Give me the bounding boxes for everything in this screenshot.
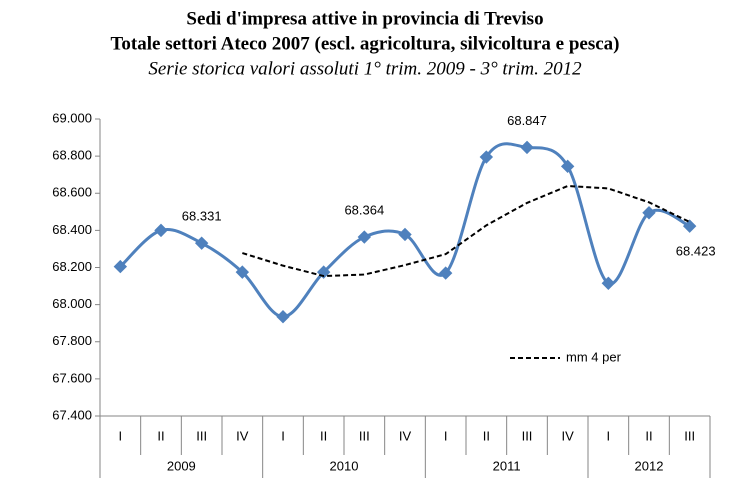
data-point (682, 219, 697, 233)
data-point (357, 230, 372, 244)
data-point (316, 265, 331, 279)
data-point (235, 265, 250, 279)
year-label: 2009 (167, 458, 196, 473)
x-tick-label: II (483, 428, 490, 443)
y-tick-label: 68.600 (52, 185, 92, 200)
x-tick-label: III (359, 428, 370, 443)
y-tick-label: 68.800 (52, 148, 92, 163)
chart-subtitle: Serie storica valori assoluti 1° trim. 2… (148, 58, 582, 79)
x-tick-label: IV (236, 428, 249, 443)
data-point (479, 150, 494, 164)
y-tick-label: 68.000 (52, 296, 92, 311)
data-point (438, 266, 453, 280)
legend-label: mm 4 per (566, 349, 622, 364)
data-point (601, 276, 616, 290)
data-point (642, 206, 656, 220)
x-tick-label: I (607, 428, 611, 443)
x-tick-label: III (522, 428, 533, 443)
y-tick-label: 67.800 (52, 333, 92, 348)
y-tick-label: 68.400 (52, 222, 92, 237)
x-tick-label: IV (562, 428, 575, 443)
chart-title-2: Totale settori Ateco 2007 (escl. agricol… (110, 33, 619, 54)
x-tick-label: I (281, 428, 285, 443)
data-point (154, 223, 168, 238)
year-label: 2011 (493, 458, 521, 473)
year-label: 2012 (635, 458, 664, 473)
year-label: 2010 (330, 458, 359, 473)
series-line (119, 142, 691, 319)
data-point (194, 236, 209, 250)
x-tick-label: II (157, 428, 164, 443)
data-label: 68.423 (676, 244, 716, 259)
y-tick-label: 67.600 (52, 370, 92, 385)
x-tick-label: I (119, 428, 123, 443)
data-point (113, 259, 128, 274)
data-point (520, 140, 534, 155)
data-label: 68.364 (344, 202, 384, 217)
x-tick-label: IV (399, 428, 412, 443)
series-line (242, 184, 691, 278)
data-label: 68.847 (507, 113, 547, 128)
data-point (276, 309, 290, 324)
x-tick-label: II (645, 428, 652, 443)
y-tick-label: 69.000 (52, 110, 92, 125)
x-tick-label: I (444, 428, 448, 443)
data-point (560, 159, 575, 174)
x-tick-label: III (196, 428, 207, 443)
data-point (398, 227, 412, 242)
y-tick-label: 67.400 (52, 407, 92, 422)
chart-title: Sedi d'impresa attive in provincia di Tr… (186, 8, 543, 29)
data-label: 68.331 (182, 209, 222, 224)
y-tick-label: 68.200 (52, 259, 92, 274)
x-tick-label: II (320, 428, 327, 443)
x-tick-label: III (684, 428, 695, 443)
